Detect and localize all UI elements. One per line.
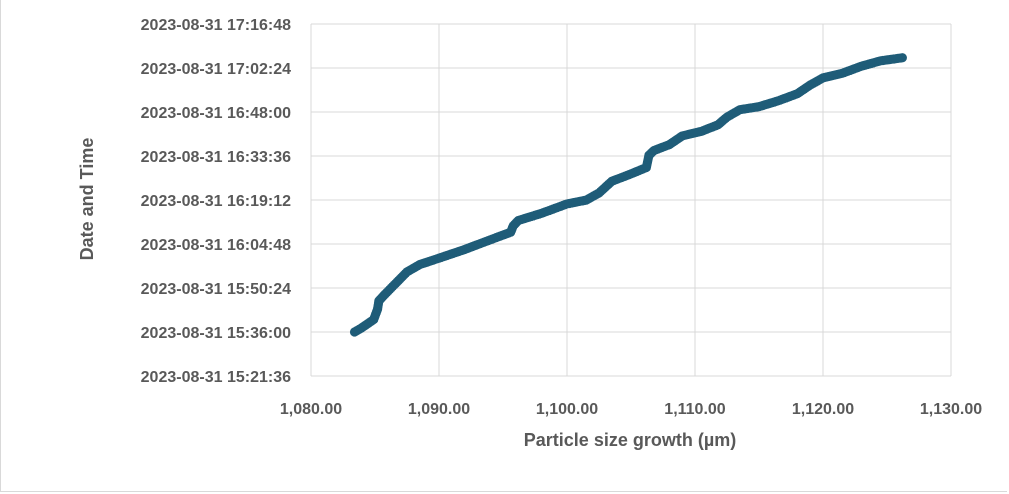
y-tick-label: 2023-08-31 15:36:00: [141, 325, 291, 342]
y-tick-label: 2023-08-31 16:48:00: [141, 105, 291, 122]
y-axis-title: Date and Time: [77, 138, 97, 261]
y-tick-label: 2023-08-31 15:21:36: [141, 369, 291, 386]
y-tick-label: 2023-08-31 15:50:24: [141, 281, 291, 298]
y-tick-label: 2023-08-31 16:04:48: [141, 237, 291, 254]
y-tick-label: 2023-08-31 16:33:36: [141, 149, 291, 166]
x-tick-label: 1,100.00: [536, 401, 598, 418]
y-tick-label: 2023-08-31 16:19:12: [141, 193, 291, 210]
y-tick-label: 2023-08-31 17:02:24: [141, 61, 291, 78]
y-tick-label: 2023-08-31 17:16:48: [141, 17, 291, 34]
x-tick-label: 1,110.00: [664, 401, 726, 418]
x-tick-label: 1,130.00: [920, 401, 982, 418]
data-point: [897, 53, 907, 63]
x-tick-label: 1,090.00: [408, 401, 470, 418]
x-axis-title: Particle size growth (µm): [524, 430, 736, 450]
x-tick-label: 1,120.00: [792, 401, 854, 418]
x-tick-label: 1,080.00: [280, 401, 342, 418]
